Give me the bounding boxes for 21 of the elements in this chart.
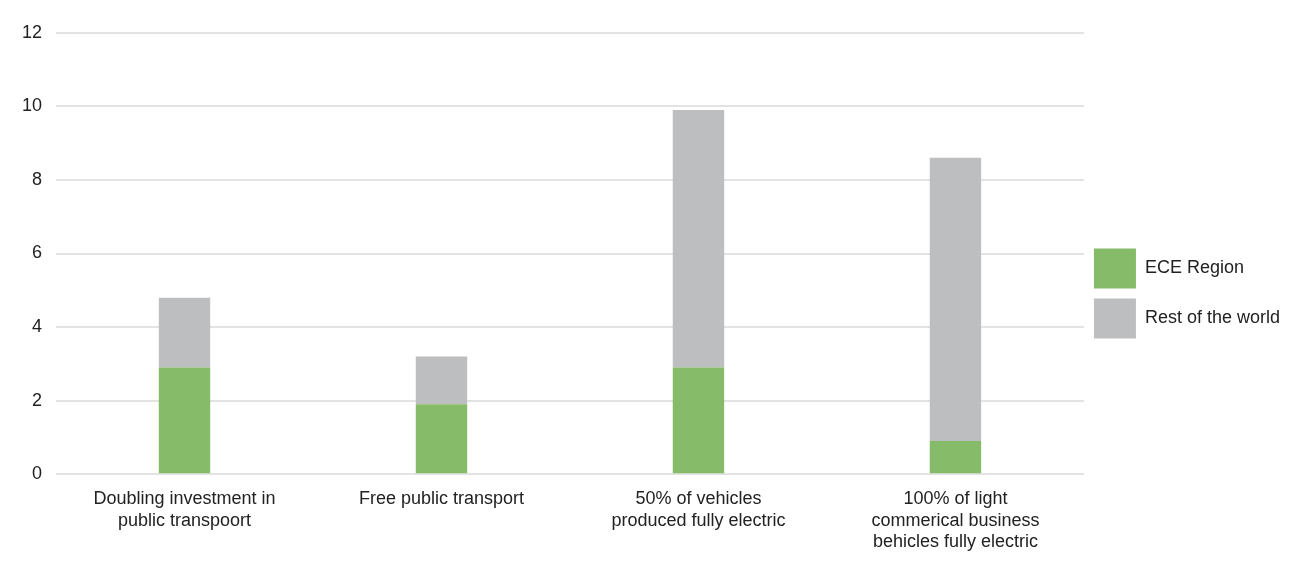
bar xyxy=(415,356,468,405)
x-tick-label: 100% of light commerical business behicles fully electric xyxy=(871,487,1040,552)
bar xyxy=(415,404,468,474)
x-tick-label: Doubling investment in public transpoort xyxy=(93,487,276,530)
y-tick-label: 2 xyxy=(32,389,43,410)
bar xyxy=(672,367,725,474)
x-tick-label: Free public transport xyxy=(358,487,525,508)
y-tick-label: 4 xyxy=(32,316,43,337)
legend-label: Rest of the world xyxy=(1144,307,1280,328)
bar xyxy=(929,157,982,442)
x-tick-label: 50% of vehicles produced fully electric xyxy=(611,487,786,530)
bar xyxy=(158,367,211,474)
bar xyxy=(672,110,725,368)
bar xyxy=(158,297,211,368)
y-tick-label: 10 xyxy=(21,95,43,116)
y-tick-label: 6 xyxy=(32,242,43,263)
legend-label: ECE Region xyxy=(1144,257,1244,278)
y-tick-label: 8 xyxy=(32,168,43,189)
bar xyxy=(929,441,982,474)
y-tick-label: 12 xyxy=(21,21,43,42)
y-tick-label: 0 xyxy=(32,463,43,484)
